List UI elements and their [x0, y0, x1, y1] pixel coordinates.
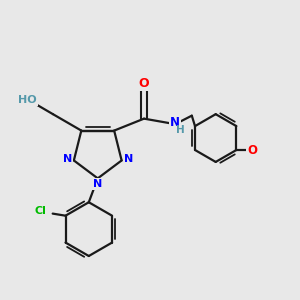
Text: O: O — [139, 77, 149, 90]
Text: N: N — [63, 154, 72, 164]
Text: HO: HO — [18, 95, 37, 105]
Text: N: N — [124, 154, 133, 164]
Text: N: N — [170, 116, 180, 129]
Text: O: O — [247, 143, 257, 157]
Text: H: H — [176, 125, 185, 135]
Text: Cl: Cl — [35, 206, 47, 216]
Text: N: N — [93, 179, 102, 189]
